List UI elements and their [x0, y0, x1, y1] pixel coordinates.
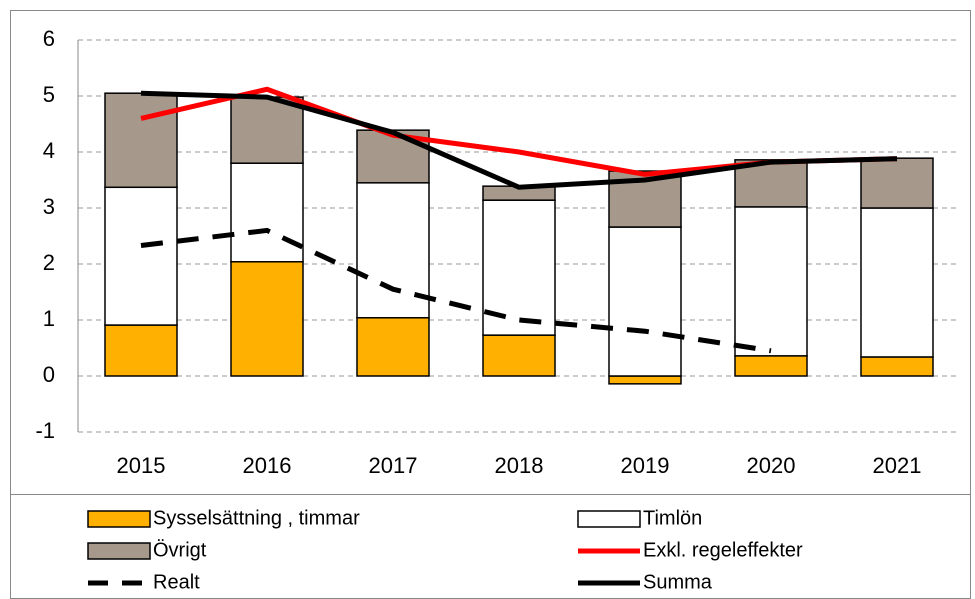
y-tick-label: 6: [43, 26, 55, 51]
y-tick-label: 4: [43, 138, 55, 163]
legend-label: Summa: [643, 571, 713, 593]
legend-label: Övrigt: [153, 539, 207, 561]
legend-label: Timlön: [643, 507, 702, 529]
x-tick-label: 2019: [621, 453, 670, 478]
y-tick-label: -1: [35, 418, 55, 443]
line-series: [140, 90, 898, 190]
bar-segment: [104, 324, 178, 377]
y-tick-label: 3: [43, 194, 55, 219]
y-tick-label: 5: [43, 82, 55, 107]
x-tick-label: 2016: [243, 453, 292, 478]
legend-label: Realt: [153, 571, 200, 593]
bar-segment: [608, 226, 682, 377]
y-tick-label: 1: [43, 306, 55, 331]
x-tick-label: 2017: [369, 453, 418, 478]
legend-swatch: [87, 542, 151, 560]
bar-segment: [860, 356, 934, 377]
legend-swatch: [87, 510, 151, 528]
bar-segment: [230, 96, 304, 164]
y-tick-label: 0: [43, 362, 55, 387]
y-tick-label: 2: [43, 250, 55, 275]
x-tick-label: 2018: [495, 453, 544, 478]
bar-segment: [734, 206, 808, 357]
bar-segment: [230, 162, 304, 263]
bar-segment: [482, 334, 556, 377]
bar-segment: [356, 317, 430, 377]
bar-segment: [104, 186, 178, 326]
x-tick-label: 2020: [747, 453, 796, 478]
bar-segment: [734, 355, 808, 377]
bar-segment: [104, 92, 178, 189]
bar-segment: [230, 261, 304, 377]
bar-segment: [860, 207, 934, 358]
x-tick-label: 2021: [873, 453, 922, 478]
legend-swatch: [577, 510, 641, 528]
legend-label: Sysselsättning , timmar: [153, 507, 360, 529]
bar-segment: [860, 157, 934, 209]
x-tick-label: 2015: [117, 453, 166, 478]
bar-segment: [482, 199, 556, 336]
legend-label: Exkl. regeleffekter: [643, 539, 803, 561]
bar-segment: [608, 375, 682, 385]
line-series: [140, 227, 772, 354]
